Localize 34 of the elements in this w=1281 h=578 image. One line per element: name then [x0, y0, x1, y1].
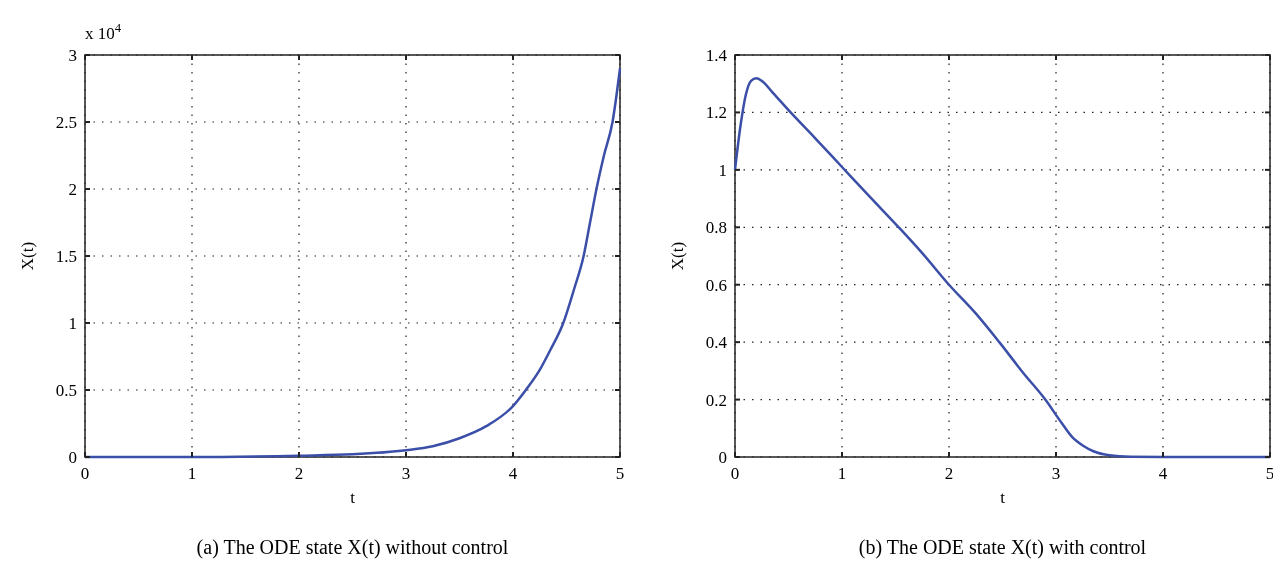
x-tick-label: 0: [730, 464, 740, 483]
x-tick-label: 3: [1051, 464, 1061, 483]
y-tick-label: 0.6: [705, 275, 727, 295]
x-tick-label: 1: [187, 464, 197, 483]
x-tick-label: 1: [837, 464, 847, 483]
y-tick-label: 0: [718, 448, 727, 467]
y-axis-title: X(t): [668, 241, 687, 271]
y-tick-label: 1.5: [55, 247, 77, 266]
x-tick-label: 3: [401, 464, 411, 483]
x-tick-label: 5: [1265, 464, 1275, 483]
y-tick-label: 0: [68, 448, 77, 467]
x-axis-title: t: [350, 488, 356, 507]
text: (b) The ODE state X(t) with control: [858, 536, 1147, 559]
y-tick-label: 3: [68, 46, 77, 65]
y-tick-label: 0.4: [705, 333, 728, 353]
x-tick-label: 4: [508, 464, 518, 483]
x-tick-label: 2: [294, 464, 304, 483]
y-tick-label: 1.2: [705, 103, 727, 123]
y-tick-label: 1.4: [705, 46, 728, 65]
y-axis-title: X(t): [18, 241, 37, 271]
x-tick-label: 4: [1158, 464, 1168, 483]
y-tick-label: 0.5: [55, 381, 77, 400]
y-tick-label: 2: [68, 180, 77, 199]
y-tick-label: 1: [68, 314, 77, 333]
text: x 10$^{4}$: [85, 21, 122, 43]
x-tick-label: 0: [80, 464, 90, 483]
y-tick-label: 0.8: [705, 218, 727, 238]
y-tick-label: 0.2: [705, 390, 727, 410]
x-tick-label: 5: [615, 464, 625, 483]
x-axis-title: t: [1000, 488, 1006, 507]
x-tick-label: 2: [944, 464, 954, 483]
text: (a) The ODE state X(t) without control: [196, 536, 509, 559]
y-tick-label: 1: [718, 160, 727, 180]
y-tick-label: 2.5: [55, 113, 77, 132]
